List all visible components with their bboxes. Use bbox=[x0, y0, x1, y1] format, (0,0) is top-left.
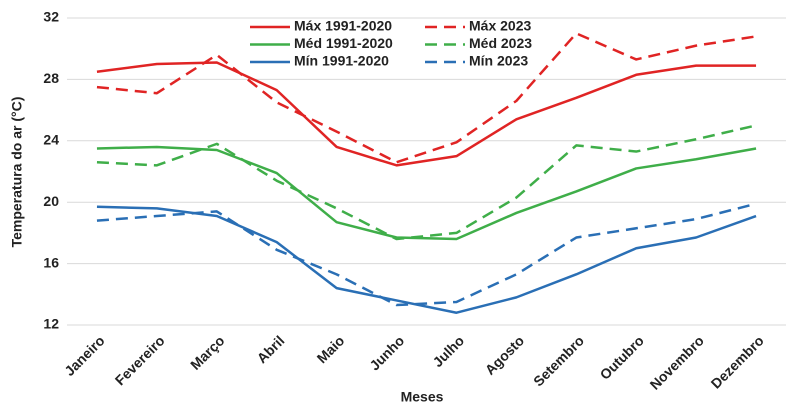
y-tick-label: 24 bbox=[43, 132, 59, 148]
x-tick-label: Maio bbox=[314, 332, 348, 366]
x-tick-label: Fevereiro bbox=[112, 332, 168, 388]
y-tick-label: 12 bbox=[43, 316, 59, 332]
y-tick-label: 28 bbox=[43, 70, 59, 86]
x-tick-label: Junho bbox=[366, 332, 407, 373]
y-tick-label: 20 bbox=[43, 193, 59, 209]
x-tick-label: Julho bbox=[429, 332, 467, 370]
x-tick-label: Outubro bbox=[597, 332, 647, 382]
series-line bbox=[96, 202, 757, 307]
x-tick-label: Agosto bbox=[482, 332, 527, 377]
y-tick-label: 16 bbox=[43, 254, 59, 270]
y-axis-label: Temperatura do ar (°C) bbox=[9, 97, 25, 248]
legend-label: Máx 2023 bbox=[469, 18, 531, 34]
series-line bbox=[96, 124, 757, 241]
y-tick-label: 32 bbox=[43, 9, 59, 25]
legend-label: Máx 1991-2020 bbox=[294, 18, 392, 34]
x-axis-label: Meses bbox=[401, 389, 444, 405]
x-tick-label: Dezembro bbox=[708, 332, 767, 391]
legend-label: Méd 1991-2020 bbox=[294, 35, 393, 51]
x-tick-label: Janeiro bbox=[61, 332, 108, 379]
legend-label: Méd 2023 bbox=[469, 35, 532, 51]
legend-label: Mín 2023 bbox=[469, 53, 528, 69]
x-tick-label: Abril bbox=[254, 332, 288, 366]
series-line bbox=[96, 61, 757, 167]
x-tick-label: Novembro bbox=[647, 332, 707, 392]
legend-label: Mín 1991-2020 bbox=[294, 53, 389, 69]
x-tick-label: Março bbox=[187, 332, 227, 372]
x-tick-label: Setembro bbox=[530, 332, 587, 389]
series-line bbox=[96, 145, 757, 241]
series-line bbox=[96, 205, 757, 314]
series-line bbox=[96, 32, 757, 164]
